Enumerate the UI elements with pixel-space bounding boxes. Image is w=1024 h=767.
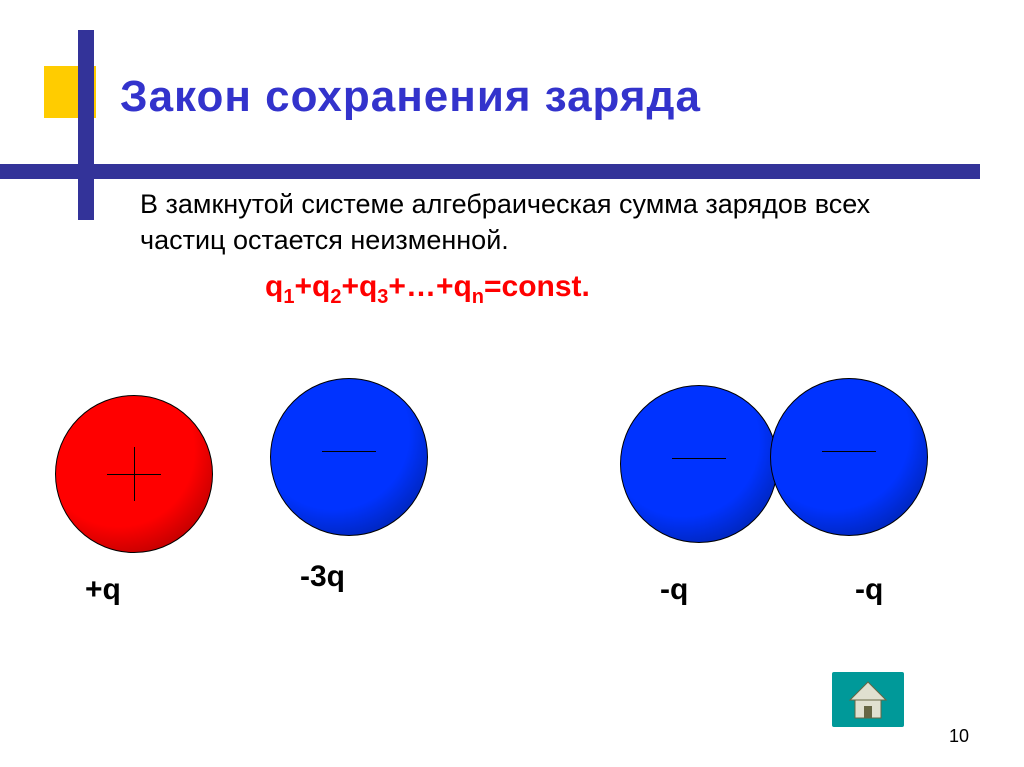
formula-sub2: 2: [330, 286, 341, 308]
formula: q1+q2+q3+…+qn=const.: [265, 270, 590, 309]
charge-circle-negative-3q: [270, 378, 428, 536]
body-text: В замкнутой системе алгебраическая сумма…: [140, 186, 900, 259]
formula-plus-q2: +q: [294, 270, 330, 303]
formula-subn: n: [472, 286, 484, 308]
formula-sub3: 3: [377, 286, 388, 308]
home-icon: [832, 672, 904, 727]
charge-label-minus-q-left: -q: [660, 573, 688, 607]
home-button[interactable]: [832, 672, 904, 727]
formula-const: =const.: [484, 270, 590, 303]
formula-plus-q3: +q: [341, 270, 377, 303]
slide-number: 10: [949, 726, 969, 747]
formula-plus-qn: +…+q: [388, 270, 471, 303]
formula-q1: q: [265, 270, 283, 303]
charge-circle-negative-q-left: [620, 385, 778, 543]
charge-label-minus-3q: -3q: [300, 560, 345, 594]
charge-label-minus-q-right: -q: [855, 573, 883, 607]
slide-title: Закон сохранения заряда: [120, 72, 701, 122]
decoration-horizontal-bar: [0, 164, 980, 179]
charge-circle-positive: [55, 395, 213, 553]
charge-circle-negative-q-right: [770, 378, 928, 536]
formula-sub1: 1: [283, 286, 294, 308]
decoration-vertical-bar: [78, 30, 94, 220]
charge-label-plus-q: +q: [85, 573, 121, 607]
